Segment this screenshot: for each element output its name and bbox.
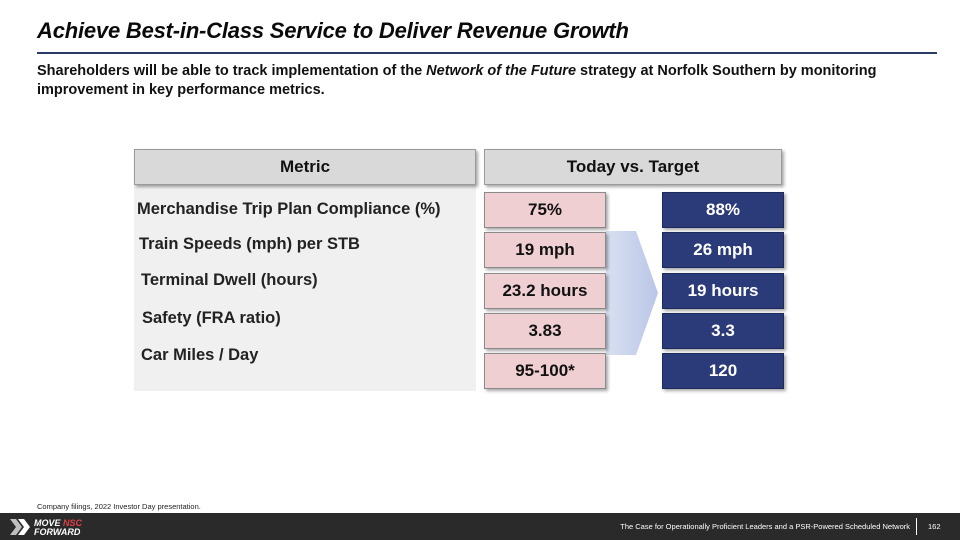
today-value-trip-plan: 75% <box>484 192 606 228</box>
today-value-train-speeds: 19 mph <box>484 232 606 268</box>
metric-panel <box>134 185 476 391</box>
metric-label-train-speeds: Train Speeds (mph) per STB <box>139 235 360 253</box>
header-today-vs-target: Today vs. Target <box>484 149 782 185</box>
logo-text: MOVE NSC FORWARD <box>34 519 82 537</box>
target-value-trip-plan: 88% <box>662 192 784 228</box>
target-value-safety: 3.3 <box>662 313 784 349</box>
footer-bar: MOVE NSC FORWARD The Case for Operationa… <box>0 513 960 540</box>
subtitle-text-after: strategy at Norfolk Southern by monitori… <box>37 63 877 98</box>
today-value-car-miles: 95-100* <box>484 353 606 389</box>
logo-chevron-icon <box>10 519 30 535</box>
title-divider <box>37 52 937 54</box>
subtitle-emphasis: Network of the Future <box>426 63 577 79</box>
today-value-safety: 3.83 <box>484 313 606 349</box>
source-footnote: Company filings, 2022 Investor Day prese… <box>37 502 201 511</box>
metric-label-safety: Safety (FRA ratio) <box>142 309 281 327</box>
footer-separator <box>916 518 917 535</box>
header-metric: Metric <box>134 149 476 185</box>
subtitle: Shareholders will be able to track imple… <box>37 62 927 100</box>
arrow-shape <box>606 231 658 355</box>
move-nsc-forward-logo: MOVE NSC FORWARD <box>10 516 90 538</box>
target-value-terminal-dwell: 19 hours <box>662 273 784 309</box>
footer-deck-title: The Case for Operationally Proficient Le… <box>620 522 910 531</box>
logo-word-move: MOVE <box>34 518 61 528</box>
target-value-train-speeds: 26 mph <box>662 232 784 268</box>
today-value-terminal-dwell: 23.2 hours <box>484 273 606 309</box>
page-number: 162 <box>928 522 941 531</box>
logo-word-nsc: NSC <box>63 518 83 528</box>
target-value-car-miles: 120 <box>662 353 784 389</box>
metric-label-car-miles: Car Miles / Day <box>141 346 259 364</box>
logo-word-forward: FORWARD <box>34 527 81 537</box>
metric-label-terminal-dwell: Terminal Dwell (hours) <box>141 271 318 289</box>
subtitle-text-before: Shareholders will be able to track imple… <box>37 63 427 79</box>
metric-label-trip-plan: Merchandise Trip Plan Compliance (%) <box>137 200 441 218</box>
page-title: Achieve Best-in-Class Service to Deliver… <box>37 18 629 43</box>
